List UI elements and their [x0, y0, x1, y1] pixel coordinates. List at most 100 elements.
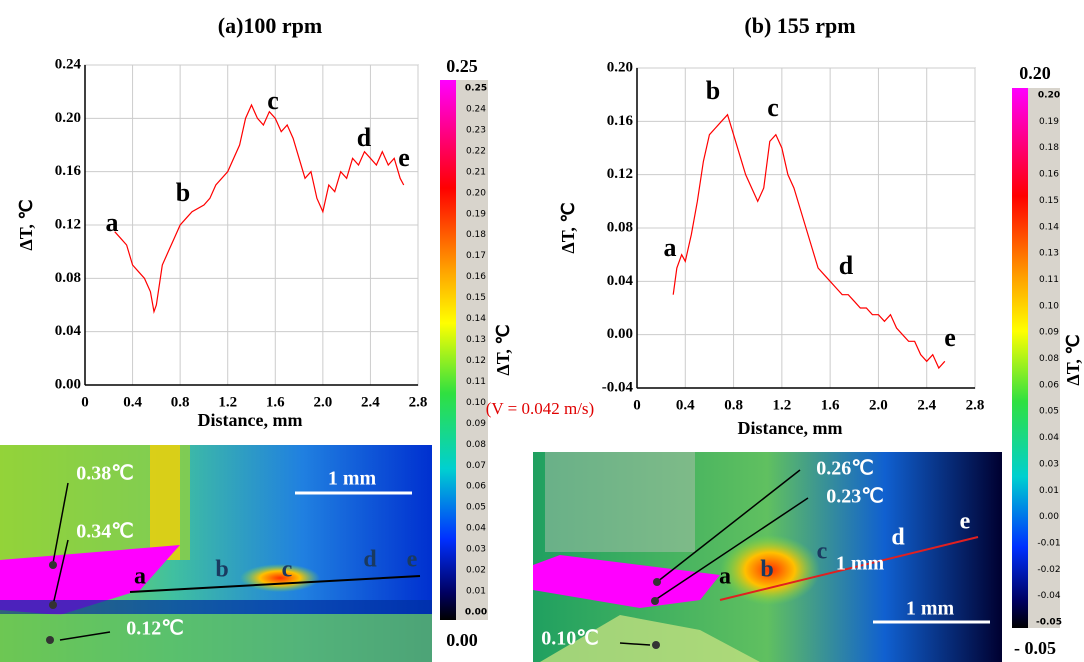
image-point-label: e — [407, 547, 418, 573]
image-point-label: e — [960, 509, 971, 535]
colorbar-tick-label: 0.18 — [1039, 143, 1059, 153]
colorbar-tick-label: 0.20 — [1038, 91, 1060, 101]
x-tick-label: 0.4 — [123, 394, 142, 410]
colorbar-tick-label: 0.00 — [465, 608, 487, 618]
x-tick-label: 2.0 — [313, 394, 332, 410]
temperature-label: 0.23℃ — [826, 486, 883, 508]
velocity-note: (V = 0.042 m/s) — [486, 399, 594, 418]
point-label: c — [767, 93, 779, 122]
colorbar-top: 0.25 — [446, 56, 478, 76]
colorbar-tick-label: 0.11 — [466, 377, 486, 387]
colorbar-tick-label: 0.03 — [466, 545, 486, 555]
colorbar-label: ΔT, ℃ — [493, 324, 513, 375]
colorbar-top: 0.20 — [1019, 63, 1051, 83]
image-point-label: c — [282, 557, 293, 583]
chart-title: (b) 155 rpm — [744, 13, 855, 38]
colorbar-tick-label: 0.16 — [1039, 170, 1059, 180]
image-point-label: a — [719, 564, 731, 590]
x-tick-label: 0 — [81, 394, 89, 410]
colorbar-tick-label: 0.01 — [1039, 486, 1059, 496]
colorbar-bottom: - 0.05 — [1014, 638, 1056, 658]
temperature-label: 0.10℃ — [541, 628, 598, 650]
image-point-label: a — [134, 564, 146, 590]
scale-label: 1 mm — [906, 598, 955, 620]
point-label: e — [398, 143, 410, 172]
x-tick-label: 2.8 — [966, 397, 985, 413]
y-tick-label: 0.16 — [607, 113, 634, 129]
colorbar-tick-label: 0.07 — [466, 461, 486, 471]
colorbar-tick-label: -0.05 — [1036, 618, 1062, 628]
temperature-label: 0.26℃ — [816, 458, 873, 480]
colorbar-tick-label: 0.04 — [466, 524, 486, 534]
colorbar-tick-label: 0.10 — [1039, 301, 1059, 311]
colorbar-tick-label: 0.25 — [465, 84, 487, 94]
x-tick-label: 2.0 — [869, 397, 888, 413]
scale-label: 1 mm — [328, 468, 377, 490]
colorbar-tick-label: 0.13 — [466, 335, 486, 345]
x-tick-label: 1.6 — [266, 394, 285, 410]
x-axis-label: Distance, mm — [738, 418, 843, 438]
colorbar-a — [440, 80, 456, 620]
y-tick-label: 0.24 — [55, 56, 82, 72]
colorbar-tick-label: 0.02 — [466, 566, 486, 576]
point-label: b — [176, 178, 190, 207]
colorbar-tick-label: 0.12 — [466, 356, 486, 366]
colorbar-tick-label: 0.08 — [466, 440, 486, 450]
thermal-image-a — [0, 445, 432, 662]
point-label: c — [267, 86, 279, 115]
colorbar-tick-label: 0.19 — [466, 209, 486, 219]
x-tick-label: 0.4 — [676, 397, 695, 413]
colorbar-bottom: 0.00 — [446, 630, 478, 650]
colorbar-tick-label: 0.14 — [466, 314, 486, 324]
point-label: d — [839, 251, 854, 280]
y-tick-label: 0.04 — [55, 323, 82, 339]
image-point-label: b — [760, 557, 773, 583]
colorbar-tick-label: 0.22 — [466, 146, 486, 156]
point-label: e — [944, 323, 956, 352]
colorbar-tick-label: 0.14 — [1039, 222, 1059, 232]
colorbar-tick-label: 0.06 — [466, 482, 486, 492]
scale-label: 1 mm — [836, 553, 885, 575]
x-tick-label: 1.2 — [772, 397, 791, 413]
colorbar-tick-label: 0.00 — [1039, 512, 1059, 522]
colorbar-tick-label: 0.08 — [1039, 354, 1059, 364]
y-axis-label: ΔT, ℃ — [16, 199, 36, 250]
colorbar-tick-label: 0.17 — [466, 251, 486, 261]
y-tick-label: 0.16 — [55, 163, 82, 179]
x-tick-label: 2.4 — [361, 394, 380, 410]
colorbar-tick-label: 0.09 — [1039, 328, 1059, 338]
x-tick-label: 0 — [633, 397, 641, 413]
x-tick-label: 1.6 — [821, 397, 840, 413]
y-tick-label: 0.08 — [55, 270, 81, 286]
colorbar-tick-label: 0.18 — [466, 230, 486, 240]
y-tick-label: 0.00 — [55, 376, 81, 392]
colorbar-tick-label: 0.09 — [466, 419, 486, 429]
y-tick-label: 0.12 — [55, 216, 81, 232]
colorbar-tick-label: 0.13 — [1039, 249, 1059, 259]
x-axis-label: Distance, mm — [198, 410, 303, 430]
colorbar-tick-label: 0.04 — [1039, 433, 1059, 443]
colorbar-tick-label: -0.01 — [1037, 538, 1060, 548]
x-tick-label: 0.8 — [724, 397, 743, 413]
temperature-label: 0.12℃ — [126, 618, 183, 640]
x-tick-label: 2.4 — [917, 397, 936, 413]
colorbar-tick-label: 0.15 — [466, 293, 486, 303]
thermal-image-b — [533, 452, 1002, 662]
colorbar-tick-label: 0.24 — [466, 104, 486, 114]
image-point-label: d — [363, 547, 377, 573]
colorbar-b-labels — [1028, 88, 1060, 628]
colorbar-tick-label: 0.06 — [1039, 380, 1059, 390]
point-label: a — [106, 208, 119, 237]
colorbar-tick-label: 0.05 — [466, 503, 486, 513]
colorbar-tick-label: -0.04 — [1037, 591, 1061, 601]
colorbar-tick-label: 0.03 — [1039, 459, 1059, 469]
image-point-label: b — [215, 557, 228, 583]
temperature-label: 0.38℃ — [76, 463, 133, 485]
colorbar-tick-label: 0.19 — [1039, 117, 1059, 127]
y-tick-label: 0.04 — [607, 273, 634, 289]
colorbar-tick-label: 0.05 — [1039, 407, 1059, 417]
point-label: a — [664, 233, 677, 262]
colorbar-tick-label: -0.02 — [1037, 565, 1060, 575]
y-tick-label: 0.00 — [607, 326, 633, 342]
colorbar-label: ΔT, ℃ — [1063, 334, 1083, 385]
